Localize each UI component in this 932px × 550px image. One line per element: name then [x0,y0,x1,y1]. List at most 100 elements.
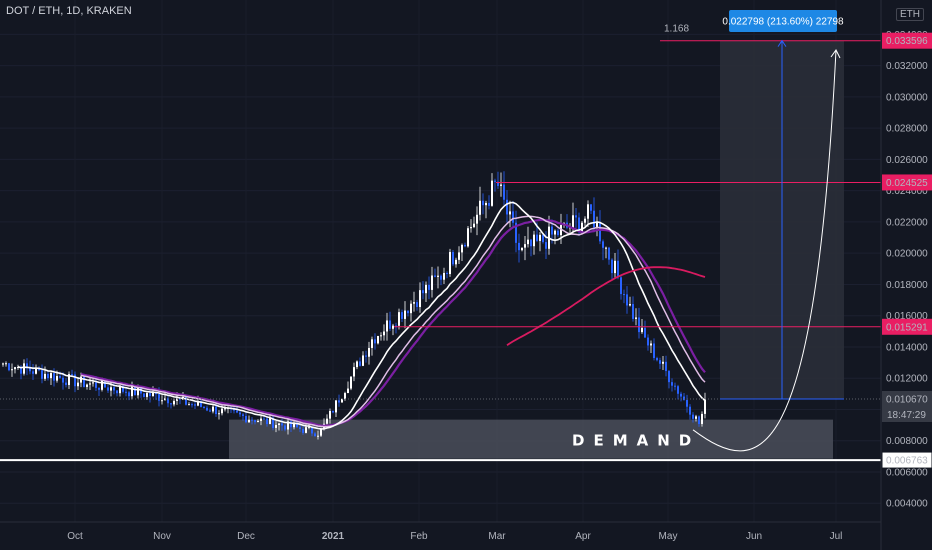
candle-body [83,376,85,387]
ma-pink-line [80,215,706,428]
price-axis: 0.0340000.0320000.0300000.0280000.026000… [880,0,932,550]
candle-body [110,387,112,391]
candle-body [320,429,322,436]
time-axis: Oct Nov Dec 2021 Feb Mar Apr May Jun Jul [0,521,881,542]
candle-body [602,241,604,248]
candle-body [347,388,349,394]
annotations-layer: 1.168 0.022798 (213.60%) 22798 [0,10,881,462]
candle-body [344,393,346,399]
candle-body [173,400,175,405]
support-price-badge [881,451,932,469]
candle-body [638,317,640,333]
measure-badge [729,10,837,32]
candle-body [596,222,598,228]
candle-body [26,363,28,369]
ma-purple-line [80,218,706,427]
current-price-badge [882,391,932,408]
candle-body [476,214,478,224]
candle-body [302,428,304,433]
candle-body [251,419,253,421]
countdown-text: 18:47:29 [887,410,926,421]
time-tick-label: May [659,531,678,542]
time-tick-label: Oct [67,531,83,542]
price-tick-label: 0.004000 [886,499,928,510]
candle-body [161,400,163,402]
candle-body [377,335,379,344]
candle-body [71,374,73,376]
candle-body [122,386,124,392]
candle-body [482,200,484,206]
candle-body [254,420,256,423]
mid-price-badge-text: 0.015291 [886,322,928,333]
candle-body [206,407,208,411]
candle-body [41,370,43,379]
candle-body [494,180,496,182]
price-tick-label: 0.032000 [886,61,928,72]
candle-body [407,310,409,314]
candle-body [14,367,16,370]
candle-body [461,244,463,253]
candle-body [29,368,31,372]
candle-body [368,347,370,357]
candle-body [2,363,4,365]
candle-body [149,393,151,396]
candle-body [65,382,67,385]
candle-body [158,394,160,401]
candle-body [278,423,280,426]
candle-body [275,425,277,428]
candle-body [689,406,691,415]
candle-body [131,386,133,397]
candle-body [44,373,46,379]
price-tick-label: 0.026000 [886,155,928,166]
candle-body [374,339,376,344]
ma-white-line [17,201,706,430]
candle-body [47,373,49,379]
time-tick-label: Jul [830,531,843,542]
candle-body [233,409,235,411]
unit-badge[interactable]: ETH [896,8,924,21]
candle-body [293,423,295,428]
candle-body [692,414,694,419]
candle-body [557,230,559,236]
candle-body [506,199,508,215]
candle-body [422,290,424,294]
symbol-label: DOT / ETH, 1D, KRAKEN [6,5,132,17]
candle-body [338,400,340,403]
candle-body [437,275,439,277]
candle-body [686,399,688,407]
candle-body [635,317,637,319]
resistance-price-badge-text: 0.024525 [886,178,928,189]
candle-body [248,419,250,423]
candle-body [581,222,583,232]
candle-body [362,355,364,366]
candle-body [575,215,577,218]
candle-body [23,363,25,374]
candle-body [107,387,109,391]
candle-body [242,414,244,416]
candle-body [578,217,580,232]
candle-body [617,260,619,278]
candle-body [614,260,616,274]
candle-body [221,408,223,414]
candle-body [389,320,391,329]
candle-body [95,382,97,388]
candle-body [683,396,685,400]
candle-body [677,386,679,394]
price-tick-label: 0.008000 [886,436,928,447]
candle-body [341,398,343,403]
candle-body [593,210,595,228]
candle-body [659,360,661,364]
candle-body [212,406,214,412]
candle-body [392,325,394,329]
candle-body [434,275,436,277]
candle-body [590,204,592,211]
demand-zone-label: DEMAND [572,432,700,450]
candle-body [203,406,205,408]
candle-body [119,386,121,394]
candle-body [128,392,130,397]
candle-body [311,426,313,434]
candle-body [335,400,337,413]
ma-red-line [506,266,706,346]
current-price-badge-text: 0.010670 [886,395,928,406]
